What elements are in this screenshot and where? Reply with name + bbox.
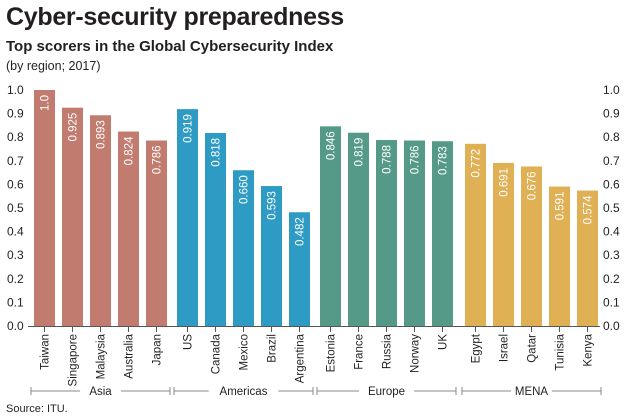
- y-tick-left: 0.8: [7, 130, 24, 144]
- y-tick-left: 0.3: [7, 248, 24, 262]
- y-tick-left: 0.0: [7, 319, 24, 333]
- y-tick-right: 1.0: [603, 83, 620, 97]
- value-label-japan: 0.786: [152, 146, 164, 175]
- chart-title: Cyber-security preparedness: [6, 3, 344, 31]
- bar-tunisia: [549, 186, 570, 326]
- category-label-taiwan: Taiwan: [40, 334, 52, 370]
- category-label-malaysia: Malaysia: [96, 333, 108, 379]
- y-tick-left: 0.9: [7, 107, 24, 121]
- y-tick-left: 0.4: [7, 225, 24, 239]
- value-label-russia: 0.788: [382, 145, 394, 174]
- category-label-us: US: [183, 334, 195, 350]
- bar-france: [348, 132, 369, 326]
- y-tick-right: 0.7: [603, 154, 620, 168]
- group-label-mena: MENA: [515, 386, 549, 398]
- y-tick-right: 0.1: [603, 295, 620, 309]
- category-label-tunisia: Tunisia: [555, 333, 567, 370]
- category-label-mexico: Mexico: [239, 334, 251, 370]
- bar-singapore: [62, 107, 83, 326]
- y-tick-left: 0.2: [7, 272, 24, 286]
- y-tick-right: 0.2: [603, 272, 620, 286]
- bar-israel: [493, 162, 514, 326]
- category-label-japan: Japan: [152, 334, 164, 365]
- bar-qatar: [521, 166, 542, 326]
- bar-japan: [146, 140, 167, 326]
- chart-note: (by region; 2017): [6, 59, 101, 73]
- category-label-singapore: Singapore: [68, 334, 80, 386]
- bar-argentina: [289, 212, 310, 326]
- bar-egypt: [465, 143, 486, 326]
- category-label-uk: UK: [438, 334, 450, 350]
- y-tick-right: 0.3: [603, 248, 620, 262]
- value-label-uk: 0.783: [438, 146, 450, 175]
- source-note: Source: ITU.: [6, 403, 68, 415]
- value-label-malaysia: 0.893: [96, 120, 108, 149]
- value-label-australia: 0.824: [124, 136, 136, 165]
- value-label-tunisia: 0.591: [555, 192, 567, 221]
- y-tick-right: 0.0: [603, 319, 620, 333]
- chart-subtitle: Top scorers in the Global Cybersecurity …: [6, 38, 334, 55]
- bar-brazil: [261, 186, 282, 326]
- bar-us: [177, 109, 198, 326]
- category-label-australia: Australia: [124, 333, 136, 378]
- value-label-qatar: 0.676: [527, 171, 539, 200]
- value-label-canada: 0.818: [211, 138, 223, 167]
- bar-kenya: [577, 190, 598, 326]
- category-label-estonia: Estonia: [326, 333, 338, 372]
- value-label-estonia: 0.846: [326, 131, 338, 160]
- bar-uk: [432, 141, 453, 326]
- group-label-americas: Americas: [220, 386, 268, 398]
- y-tick-right: 0.6: [603, 177, 620, 191]
- value-label-kenya: 0.574: [583, 195, 595, 224]
- category-label-israel: Israel: [499, 334, 511, 362]
- category-label-canada: Canada: [211, 333, 223, 374]
- value-label-egypt: 0.772: [471, 149, 483, 178]
- y-tick-left: 0.5: [7, 201, 24, 215]
- bar-malaysia: [90, 115, 111, 326]
- y-tick-left: 0.6: [7, 177, 24, 191]
- bar-russia: [376, 140, 397, 326]
- value-label-argentina: 0.482: [295, 217, 307, 246]
- value-label-us: 0.919: [183, 114, 195, 143]
- group-label-europe: Europe: [368, 386, 405, 398]
- value-label-taiwan: 1.0: [40, 95, 52, 111]
- value-label-france: 0.819: [354, 138, 366, 167]
- y-tick-left: 0.1: [7, 295, 24, 309]
- category-label-egypt: Egypt: [471, 333, 483, 363]
- value-label-brazil: 0.593: [267, 191, 279, 220]
- y-tick-left: 1.0: [7, 83, 24, 97]
- y-tick-left: 0.7: [7, 154, 24, 168]
- y-tick-right: 0.9: [603, 107, 620, 121]
- category-label-argentina: Argentina: [295, 333, 307, 383]
- bar-australia: [118, 131, 139, 326]
- y-tick-right: 0.8: [603, 130, 620, 144]
- value-label-norway: 0.786: [410, 146, 422, 175]
- category-label-qatar: Qatar: [527, 334, 539, 363]
- bar-taiwan: [34, 90, 55, 326]
- category-label-kenya: Kenya: [583, 333, 595, 366]
- category-label-france: France: [354, 334, 366, 370]
- category-label-russia: Russia: [382, 333, 394, 369]
- bar-canada: [205, 132, 226, 326]
- bar-norway: [404, 140, 425, 326]
- bar-estonia: [320, 126, 341, 327]
- category-label-brazil: Brazil: [267, 334, 279, 363]
- category-label-norway: Norway: [410, 334, 422, 373]
- y-tick-right: 0.4: [603, 225, 620, 239]
- value-label-mexico: 0.660: [239, 175, 251, 204]
- group-label-asia: Asia: [89, 386, 112, 398]
- bar-mexico: [233, 170, 254, 326]
- y-tick-right: 0.5: [603, 201, 620, 215]
- value-label-israel: 0.691: [499, 168, 511, 197]
- value-label-singapore: 0.925: [68, 113, 80, 142]
